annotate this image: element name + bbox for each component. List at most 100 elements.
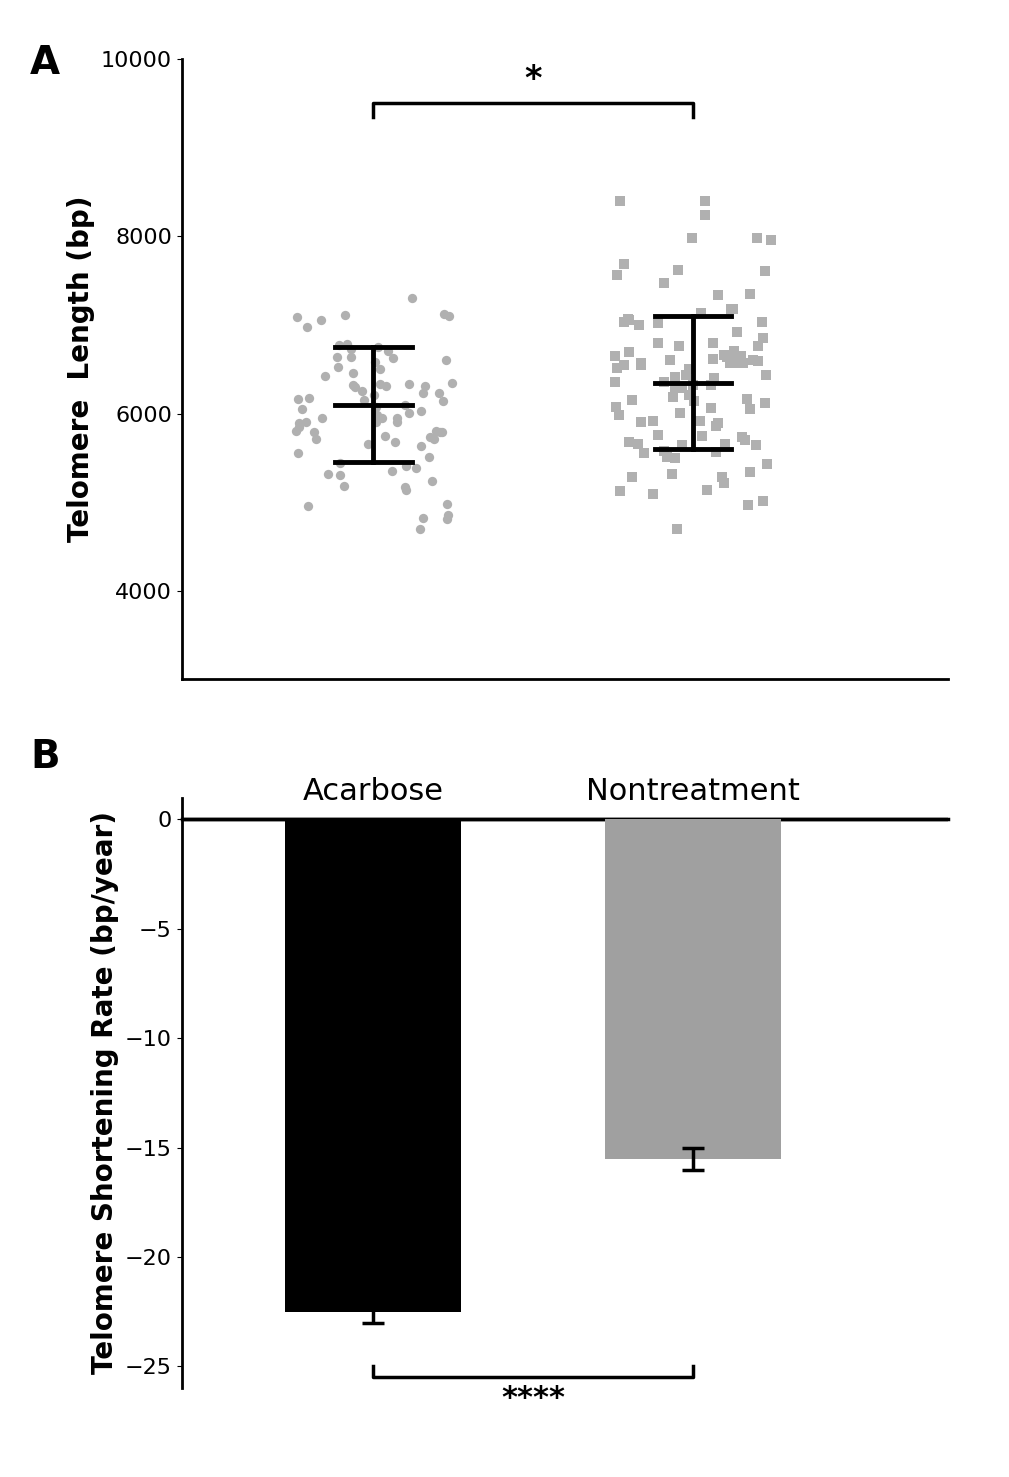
Point xyxy=(717,433,734,456)
Point xyxy=(645,483,661,507)
Point xyxy=(291,442,307,465)
Point xyxy=(432,419,448,443)
Point xyxy=(734,425,750,449)
Point xyxy=(606,344,623,368)
Text: *: * xyxy=(525,64,542,96)
Point xyxy=(389,411,406,434)
Point xyxy=(329,346,345,369)
Point xyxy=(633,411,649,434)
Point xyxy=(737,428,753,452)
Point xyxy=(426,427,442,450)
Point xyxy=(630,433,646,456)
Text: A: A xyxy=(30,44,61,83)
Point xyxy=(360,431,376,455)
Point xyxy=(665,385,681,409)
Point xyxy=(355,388,371,412)
Point xyxy=(387,430,404,453)
Point xyxy=(306,421,322,445)
Point xyxy=(656,439,672,462)
Point xyxy=(664,462,680,486)
Point xyxy=(415,505,431,529)
Point xyxy=(374,406,390,430)
Point xyxy=(667,365,683,388)
Point xyxy=(681,383,697,406)
Point xyxy=(413,517,429,541)
Point xyxy=(294,397,310,421)
Point xyxy=(612,479,629,502)
Point xyxy=(656,369,672,393)
Point xyxy=(415,381,431,405)
Point xyxy=(624,388,640,412)
Point xyxy=(714,465,731,489)
Point xyxy=(667,446,683,470)
Bar xyxy=(286,820,461,1312)
Point xyxy=(413,434,429,458)
Point xyxy=(608,356,625,380)
Point xyxy=(710,411,726,434)
Point xyxy=(671,334,687,357)
Point xyxy=(739,387,755,411)
Text: ****: **** xyxy=(501,1384,565,1413)
Point xyxy=(757,260,773,284)
Point xyxy=(314,406,330,430)
Point xyxy=(683,226,699,250)
Y-axis label: Telomere  Length (bp): Telomere Length (bp) xyxy=(68,196,95,542)
Point xyxy=(755,326,771,350)
Point xyxy=(758,363,774,387)
Point xyxy=(659,445,675,468)
Point xyxy=(667,377,683,400)
Point xyxy=(670,258,686,282)
Point xyxy=(331,334,347,357)
Point xyxy=(722,352,739,375)
Point xyxy=(413,400,429,424)
Point xyxy=(398,479,414,502)
Point xyxy=(290,387,306,411)
Y-axis label: Telomere Shortening Rate (bp/year): Telomere Shortening Rate (bp/year) xyxy=(92,811,119,1375)
Point xyxy=(417,374,433,397)
Point xyxy=(624,465,640,489)
Point xyxy=(621,340,637,363)
Point xyxy=(734,344,750,368)
Point xyxy=(288,419,304,443)
Point xyxy=(742,397,758,421)
Point xyxy=(383,459,400,483)
Point xyxy=(725,350,742,374)
Point xyxy=(345,374,361,397)
Point xyxy=(332,452,348,476)
Point xyxy=(377,374,394,397)
Point xyxy=(759,452,775,476)
Point xyxy=(650,331,666,354)
Point xyxy=(742,282,758,306)
Point xyxy=(292,411,308,434)
Point xyxy=(398,453,414,477)
Text: Nontreatment: Nontreatment xyxy=(586,777,800,806)
Point xyxy=(634,353,650,377)
Point xyxy=(724,349,741,372)
Point xyxy=(431,381,447,405)
Point xyxy=(706,366,722,390)
Point xyxy=(354,380,370,403)
Point xyxy=(678,363,694,387)
Point xyxy=(292,415,308,439)
Point xyxy=(301,387,317,411)
Point xyxy=(330,356,346,380)
Point xyxy=(616,310,633,334)
Point xyxy=(435,388,451,412)
Point xyxy=(740,493,756,517)
Point xyxy=(692,409,708,433)
Point xyxy=(376,424,393,448)
Point xyxy=(621,431,637,455)
Point xyxy=(611,403,628,427)
Point xyxy=(368,409,384,433)
Point xyxy=(424,470,440,493)
Point xyxy=(409,456,425,480)
Point xyxy=(441,304,457,328)
Point xyxy=(763,227,779,251)
Point xyxy=(369,403,385,427)
Point xyxy=(290,306,306,329)
Point xyxy=(317,365,333,388)
Point xyxy=(702,396,718,419)
Point xyxy=(615,253,632,276)
Bar xyxy=(605,820,781,1158)
Text: B: B xyxy=(30,738,60,777)
